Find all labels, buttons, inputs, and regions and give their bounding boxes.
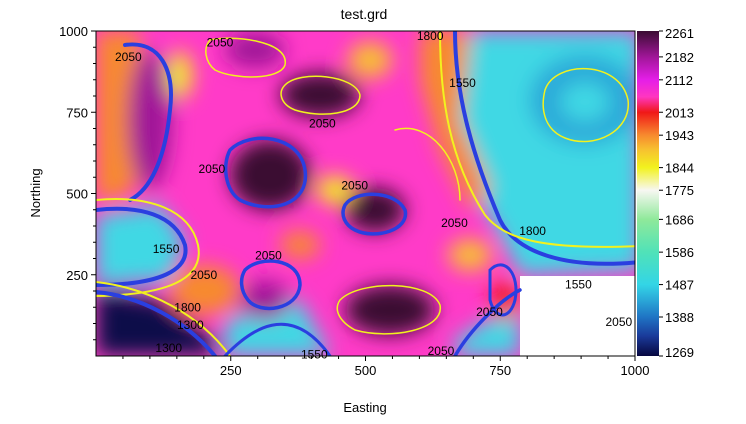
contour-label: 1550 xyxy=(565,278,592,292)
y-axis: 250 500 750 1000 xyxy=(59,24,96,341)
contour-line-eastern-ridge xyxy=(394,127,461,201)
contour-label: 1300 xyxy=(177,318,204,332)
x-axis-label: Easting xyxy=(343,400,386,415)
contour-label: 2050 xyxy=(309,117,336,131)
colorbar-tick-label: 1487 xyxy=(665,278,694,293)
contour-line-central-high xyxy=(223,136,308,209)
contour-label: 1550 xyxy=(301,347,328,361)
chart-title: test.grd xyxy=(341,6,388,22)
contour-line-south-1550 xyxy=(223,322,332,356)
x-tick-label: 500 xyxy=(355,363,377,378)
field-southwest-rise xyxy=(170,265,240,315)
x-axis: 250 500 750 1000 xyxy=(122,356,650,378)
y-tick-label: 1000 xyxy=(59,24,88,39)
contour-line-east-1800 xyxy=(439,31,635,248)
x-tick-label: 1000 xyxy=(621,363,650,378)
contour-line-east-1550 xyxy=(453,31,635,266)
contour-label: 2050 xyxy=(255,248,282,262)
colorbar-tick-label: 2182 xyxy=(665,50,694,65)
contour-line-west-lobe xyxy=(96,206,188,287)
field-pocket-north xyxy=(348,42,392,78)
colorbar-ticks: 1269 1388 1487 1586 1686 1775 1844 1943 2013 2112… xyxy=(659,26,694,360)
colorbar-tick-label: 1269 xyxy=(665,345,694,360)
contour-label: 2050 xyxy=(476,305,503,319)
colorbar-tick-label: 2112 xyxy=(665,73,693,88)
contour-label: 1800 xyxy=(417,29,444,43)
contour-line-southwest-outer xyxy=(96,281,231,356)
colorbar-tick-label: 1388 xyxy=(665,310,694,325)
contour-label: 2050 xyxy=(199,162,226,176)
field-west-lowland xyxy=(96,205,185,285)
contour-label: 2050 xyxy=(190,268,217,282)
contour-labels: 2050 2050 1800 1550 2050 2050 2050 2050 1800 1550… xyxy=(115,29,633,362)
contour-line-south-high xyxy=(336,284,441,335)
field-high-central xyxy=(230,140,310,210)
field-west-peak xyxy=(168,51,192,99)
contour-lines xyxy=(96,31,635,356)
field-pocket-south xyxy=(280,231,320,259)
field-west-slope xyxy=(96,31,140,200)
colorbar xyxy=(637,31,659,356)
contour-line-east-basin xyxy=(542,68,629,143)
field-southwest-basin xyxy=(96,290,215,356)
contour-line-southeast xyxy=(453,288,522,356)
contour-label: 2050 xyxy=(207,35,234,49)
field-east-ridge xyxy=(420,31,490,210)
contour-line-west-2050 xyxy=(123,42,173,202)
colorbar-tick-label: 2261 xyxy=(665,26,694,41)
contour-label: 2050 xyxy=(341,178,368,192)
y-axis-label: Northing xyxy=(28,168,43,217)
contour-line-northwest-high xyxy=(205,37,286,78)
contour-line-southeast-pocket xyxy=(488,263,518,317)
y-tick-label: 500 xyxy=(66,187,88,202)
blank-region xyxy=(520,276,635,356)
contour-label: 2050 xyxy=(428,344,455,358)
contour-line-west-lobe-outer xyxy=(96,198,200,297)
colorbar-tick-label: 2013 xyxy=(665,105,694,120)
contour-label: 1800 xyxy=(174,300,201,314)
y-tick-label: 250 xyxy=(66,268,88,283)
colorbar-tick-label: 1686 xyxy=(665,212,694,227)
contour-line-southwest-basin xyxy=(96,290,217,356)
x-tick-label: 750 xyxy=(489,363,511,378)
contour-label: 2050 xyxy=(605,315,632,329)
contour-label: 2050 xyxy=(441,216,468,230)
field-high-northeast xyxy=(225,32,285,68)
colorbar-tick-label: 1844 xyxy=(665,161,694,176)
colorbar-tick-label: 1943 xyxy=(665,128,694,143)
contour-label: 1800 xyxy=(519,224,546,238)
contour-line-east-high xyxy=(341,192,408,236)
x-tick-label: 250 xyxy=(220,363,242,378)
contour-label: 1300 xyxy=(155,341,182,355)
field-high-north xyxy=(280,73,360,117)
colorbar-tick-label: 1775 xyxy=(665,183,694,198)
contour-field xyxy=(96,31,635,356)
field-east-basin-core xyxy=(560,82,610,122)
contour-label: 1550 xyxy=(449,76,476,90)
field-high-south xyxy=(345,285,435,335)
contour-line-north-high xyxy=(280,75,361,115)
contour-label: 1550 xyxy=(153,242,180,256)
field-high-southwest xyxy=(240,280,290,320)
field-pocket-southeast xyxy=(448,239,492,271)
colorbar-tick-label: 1586 xyxy=(665,245,694,260)
contour-label: 2050 xyxy=(115,50,142,64)
field-pocket-central xyxy=(317,176,353,204)
contour-line-central-south xyxy=(239,259,302,311)
y-tick-label: 750 xyxy=(66,105,88,120)
